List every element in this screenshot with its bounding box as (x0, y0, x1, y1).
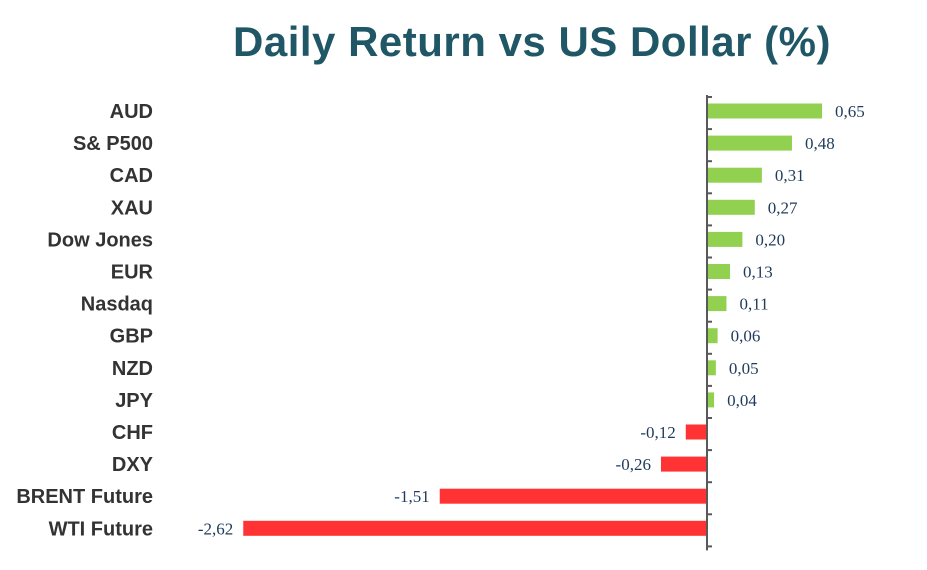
value-label-aud: 0,65 (835, 102, 865, 121)
value-label-jpy: 0,04 (727, 391, 757, 410)
value-label-wti-future: -2,62 (198, 519, 233, 538)
zero-axis (706, 95, 712, 551)
bar-wti-future (243, 520, 707, 536)
category-label-s-p500: S& P500 (73, 133, 153, 155)
category-label-nzd: NZD (112, 358, 153, 380)
bar-chf (685, 424, 707, 440)
category-label-dow-jones: Dow Jones (47, 229, 153, 251)
bars-layer (243, 103, 823, 536)
category-label-gbp: GBP (110, 326, 153, 348)
value-label-cad: 0,31 (775, 166, 805, 185)
category-label-dxy: DXY (112, 454, 154, 476)
value-label-gbp: 0,06 (731, 327, 761, 346)
labels-layer: AUD 0,65 S& P500 0,48 CAD 0,31 XAU 0,27 Dow Jone… (16, 101, 864, 540)
bar-brent-future (439, 488, 707, 504)
category-label-cad: CAD (110, 165, 153, 187)
category-label-eur: EUR (111, 262, 154, 284)
category-label-nasdaq: Nasdaq (81, 294, 153, 316)
bar-cad (707, 167, 762, 183)
value-label-chf: -0,12 (640, 423, 675, 442)
bar-jpy (707, 392, 715, 408)
bar-dxy (660, 456, 707, 472)
bar-xau (707, 199, 755, 215)
value-label-xau: 0,27 (768, 198, 798, 217)
bar-aud (707, 103, 823, 119)
category-label-aud: AUD (110, 101, 153, 123)
chart-title: Daily Return vs US Dollar (%) (233, 18, 831, 65)
bar-s-p500 (707, 135, 792, 151)
category-label-jpy: JPY (115, 390, 153, 412)
category-label-xau: XAU (111, 197, 153, 219)
value-label-brent-future: -1,51 (394, 487, 429, 506)
bar-gbp (707, 328, 718, 344)
bar-nasdaq (707, 296, 727, 312)
category-label-wti-future: WTI Future (49, 518, 153, 540)
category-label-chf: CHF (112, 422, 153, 444)
bar-dow-jones (707, 231, 743, 247)
category-label-brent-future: BRENT Future (16, 486, 153, 508)
value-label-s-p500: 0,48 (805, 134, 835, 153)
bar-eur (707, 264, 731, 279)
bar-nzd (707, 360, 716, 376)
value-label-nzd: 0,05 (729, 359, 759, 378)
value-label-dow-jones: 0,20 (755, 230, 785, 249)
value-label-dxy: -0,26 (616, 455, 651, 474)
value-label-nasdaq: 0,11 (739, 295, 768, 314)
value-label-eur: 0,13 (743, 263, 773, 282)
